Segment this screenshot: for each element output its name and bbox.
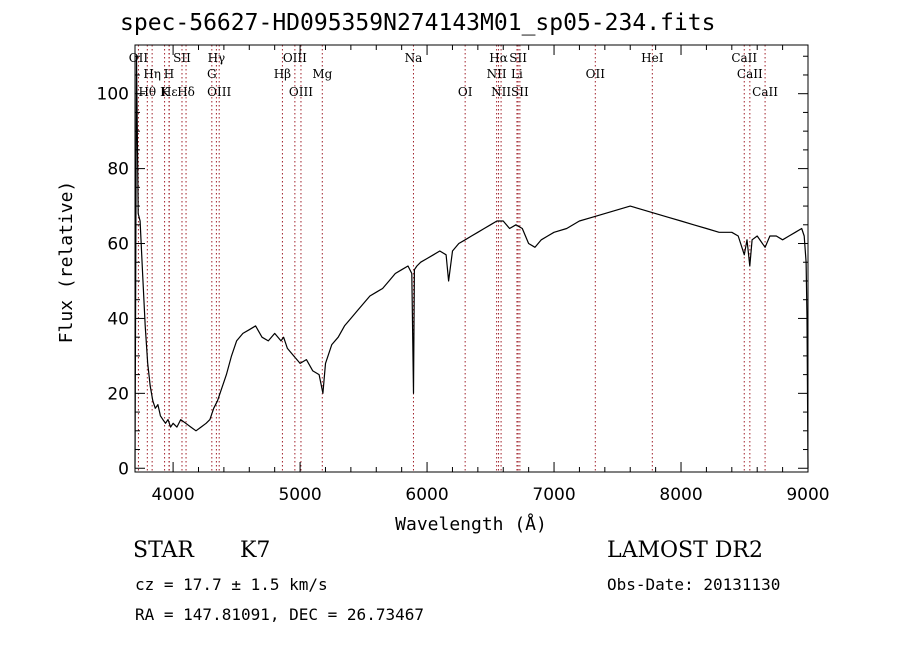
x-tick-label: 4000 — [151, 485, 194, 505]
line-label: NII — [487, 67, 507, 81]
line-label: OIII — [207, 85, 231, 99]
x-tick-label: 9000 — [786, 485, 829, 505]
observation-date: Obs-Date: 20131130 — [607, 575, 781, 594]
spectral-subclass: K7 — [240, 538, 271, 563]
x-tick-label: 8000 — [659, 485, 702, 505]
line-label: Na — [405, 51, 423, 65]
x-tick-label: 5000 — [278, 485, 321, 505]
x-axis-label: Wavelength (Å) — [395, 513, 547, 535]
line-label: Hθ — [138, 85, 156, 99]
line-label: SII — [173, 51, 191, 65]
line-label: Hα — [489, 51, 508, 65]
y-tick-label: 20 — [107, 384, 129, 404]
object-class: STAR — [133, 538, 194, 563]
axis-ticks — [135, 45, 809, 472]
line-label: CaII — [737, 67, 763, 81]
line-label: Hβ — [274, 67, 291, 81]
y-axis-label: Flux (relative) — [56, 181, 77, 344]
line-label: CaII — [752, 85, 778, 99]
line-label: OIII — [283, 51, 307, 65]
line-label: Hη — [143, 67, 161, 81]
line-label: H — [164, 67, 174, 81]
line-label: G — [207, 67, 217, 81]
y-tick-label: 40 — [107, 309, 129, 329]
survey-name: LAMOST DR2 — [607, 538, 763, 563]
x-tick-label: 6000 — [405, 485, 448, 505]
line-label: OI — [458, 85, 473, 99]
line-label: K — [160, 85, 170, 99]
y-tick-label: 80 — [107, 160, 129, 180]
line-label: OII — [129, 51, 149, 65]
line-label: Hγ — [208, 51, 226, 65]
line-label: SII — [509, 51, 527, 65]
line-label: Hδ — [177, 85, 195, 99]
sky-coordinates: RA = 147.81091, DEC = 26.73467 — [135, 605, 424, 624]
line-label: NII — [491, 85, 511, 99]
line-label: Li — [511, 67, 523, 81]
redshift-velocity: cz = 17.7 ± 1.5 km/s — [135, 575, 328, 594]
chart-title: spec-56627-HD095359N274143M01_sp05-234.f… — [120, 10, 716, 36]
y-tick-label: 100 — [97, 85, 129, 105]
emission-line-markers — [137, 45, 766, 472]
line-label: OII — [586, 67, 606, 81]
y-tick-label: 60 — [107, 235, 129, 255]
line-label: HeI — [641, 51, 664, 65]
y-tick-label: 0 — [118, 459, 129, 479]
line-label: OIII — [289, 85, 313, 99]
line-label: CaII — [731, 51, 757, 65]
line-label: SII — [511, 85, 529, 99]
x-tick-label: 7000 — [532, 485, 575, 505]
spectrum-line — [134, 55, 809, 469]
line-label: Mg — [312, 67, 332, 81]
plot-frame — [134, 44, 809, 473]
line-label: Hε — [161, 85, 178, 99]
axis-tick-labels: 4000 5000 6000 7000 8000 9000 0 20 40 60 80 100 — [97, 85, 830, 505]
